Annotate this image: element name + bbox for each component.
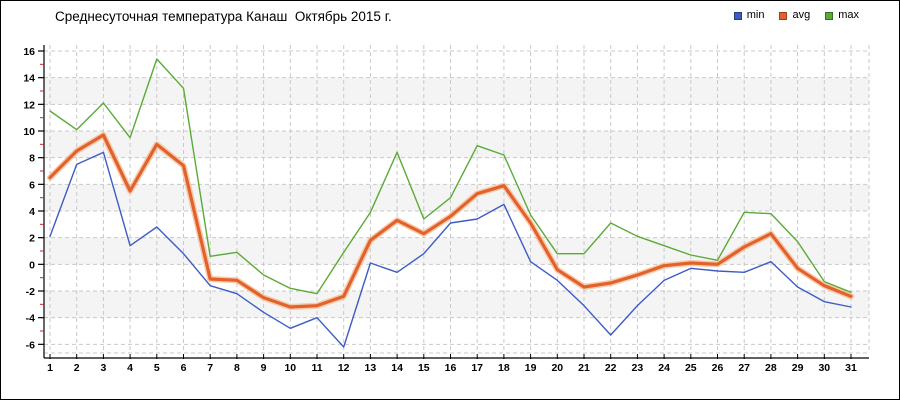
svg-text:16: 16 xyxy=(445,362,457,374)
svg-text:27: 27 xyxy=(738,362,750,374)
svg-text:17: 17 xyxy=(471,362,483,374)
svg-text:2: 2 xyxy=(29,233,35,245)
svg-text:5: 5 xyxy=(154,362,160,374)
svg-text:10: 10 xyxy=(284,362,296,374)
svg-text:31: 31 xyxy=(845,362,857,374)
svg-text:-4: -4 xyxy=(26,313,35,325)
svg-text:30: 30 xyxy=(818,362,830,374)
svg-text:29: 29 xyxy=(792,362,804,374)
svg-text:6: 6 xyxy=(29,179,35,191)
svg-text:4: 4 xyxy=(127,362,133,374)
legend-label-avg: avg xyxy=(792,9,811,21)
svg-text:14: 14 xyxy=(391,362,403,374)
svg-text:16: 16 xyxy=(23,46,35,58)
svg-text:2: 2 xyxy=(74,362,80,374)
svg-text:-6: -6 xyxy=(26,339,35,351)
svg-text:19: 19 xyxy=(525,362,537,374)
svg-text:22: 22 xyxy=(605,362,617,374)
svg-text:-2: -2 xyxy=(26,286,35,298)
legend-label-min: min xyxy=(746,9,765,21)
svg-text:13: 13 xyxy=(365,362,377,374)
svg-text:18: 18 xyxy=(498,362,510,374)
svg-text:4: 4 xyxy=(29,206,35,218)
svg-text:11: 11 xyxy=(311,362,322,374)
min-series-swatch-icon xyxy=(733,11,742,20)
svg-text:8: 8 xyxy=(234,362,240,374)
max-series-swatch-icon xyxy=(825,11,834,20)
svg-text:7: 7 xyxy=(207,362,213,374)
svg-text:8: 8 xyxy=(29,153,35,165)
legend-label-max: max xyxy=(838,9,859,21)
svg-text:12: 12 xyxy=(23,99,35,111)
svg-text:3: 3 xyxy=(100,362,106,374)
legend-item-min: min xyxy=(733,9,765,21)
avg-series-swatch-icon xyxy=(779,11,788,20)
svg-text:9: 9 xyxy=(261,362,267,374)
svg-text:0: 0 xyxy=(29,259,35,271)
svg-text:25: 25 xyxy=(685,362,697,374)
svg-text:21: 21 xyxy=(578,362,590,374)
svg-text:1: 1 xyxy=(47,362,53,374)
legend-item-avg: avg xyxy=(779,10,810,21)
svg-text:10: 10 xyxy=(23,126,35,138)
svg-text:14: 14 xyxy=(23,73,35,85)
svg-text:15: 15 xyxy=(418,362,430,374)
svg-text:20: 20 xyxy=(551,362,563,374)
svg-text:23: 23 xyxy=(632,362,644,374)
svg-text:6: 6 xyxy=(181,362,187,374)
legend-item-max: max xyxy=(825,10,859,21)
chart-title: Среднесуточная температура Канаш Октябрь… xyxy=(55,9,392,24)
svg-text:28: 28 xyxy=(765,362,777,374)
svg-text:12: 12 xyxy=(338,362,350,374)
svg-text:26: 26 xyxy=(712,362,724,374)
svg-text:24: 24 xyxy=(658,362,670,374)
legend: min avg max xyxy=(733,9,859,21)
